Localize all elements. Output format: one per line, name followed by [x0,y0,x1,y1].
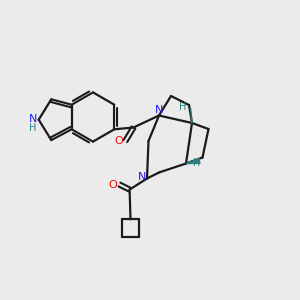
Polygon shape [186,159,200,164]
Text: N: N [155,105,163,115]
Text: O: O [108,179,117,190]
Text: H: H [179,101,187,112]
Text: H: H [193,158,200,169]
Text: H: H [29,123,36,133]
Text: O: O [114,136,123,146]
Text: N: N [137,172,146,182]
Text: N: N [28,114,37,124]
